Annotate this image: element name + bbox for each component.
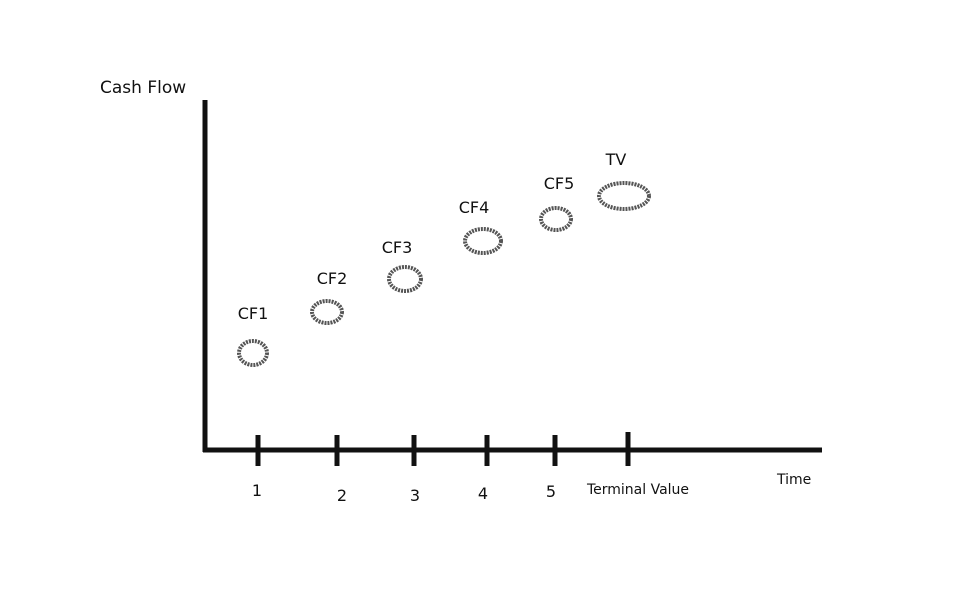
cf5-label: CF5: [543, 174, 575, 193]
tick-label-terminal-value: Terminal Value: [586, 482, 690, 498]
y-axis-title: Cash Flow: [100, 78, 187, 98]
tv-label: TV: [605, 150, 627, 169]
cf2-marker: [310, 299, 344, 325]
cf5-marker: [539, 206, 573, 232]
cf3-marker: [387, 265, 423, 293]
cf1-label: CF1: [237, 304, 269, 323]
cf2-label: CF2: [316, 269, 348, 288]
tick-label-3: 3: [409, 486, 421, 505]
cf4-marker: [463, 227, 503, 255]
cf3-label: CF3: [381, 238, 413, 257]
cf1-marker: [237, 339, 269, 367]
cf4-label: CF4: [458, 198, 490, 217]
tick-label-5: 5: [545, 482, 557, 501]
tick-label-1: 1: [251, 481, 263, 500]
tick-label-4: 4: [477, 484, 489, 503]
tick-label-2: 2: [336, 486, 348, 505]
x-axis-title: Time: [777, 472, 812, 488]
tv-marker: [597, 181, 651, 211]
